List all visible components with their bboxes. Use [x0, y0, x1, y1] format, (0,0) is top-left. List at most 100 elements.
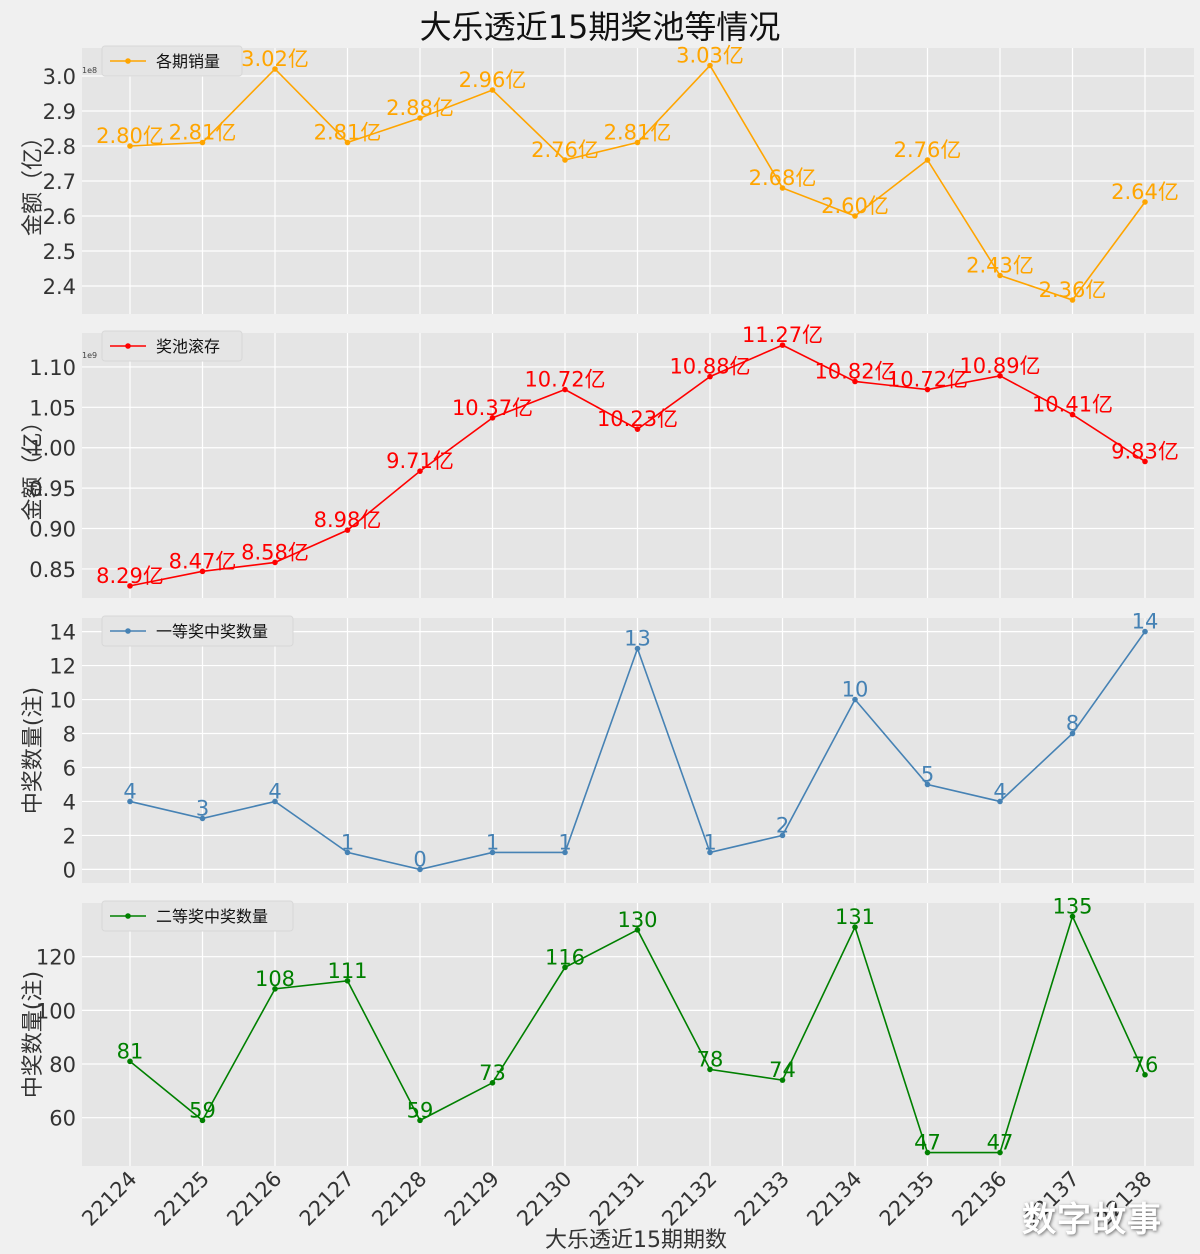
data-label: 2.81亿 [604, 121, 672, 145]
data-label: 111 [327, 959, 367, 983]
legend-label: 二等奖中奖数量 [156, 907, 268, 926]
data-point [489, 415, 496, 421]
legend-box [101, 900, 294, 932]
data-label: 2.88亿 [386, 96, 454, 120]
data-label: 2.60亿 [821, 194, 889, 218]
data-point [199, 1117, 206, 1124]
data-label: 10.88亿 [669, 355, 750, 379]
data-point [997, 373, 1003, 379]
data-label: 1 [703, 830, 716, 854]
data-label: 2.76亿 [894, 138, 962, 162]
data-point [852, 213, 858, 219]
data-label: 3 [196, 796, 209, 820]
data-point [272, 559, 278, 566]
data-point [199, 139, 206, 146]
data-label: 2.76亿 [531, 138, 599, 162]
data-point [417, 866, 423, 873]
data-point [1069, 913, 1076, 920]
y-tick-label: 4 [63, 790, 76, 814]
data-point [417, 1117, 423, 1124]
data-point [562, 157, 568, 163]
y-axis-label: 中奖数量(注) [21, 687, 46, 814]
data-label: 131 [835, 905, 875, 929]
data-label: 10.72亿 [524, 368, 605, 392]
data-point [489, 1080, 496, 1086]
data-point [707, 62, 713, 69]
data-label: 2 [776, 813, 789, 837]
data-label: 3.03亿 [676, 44, 744, 68]
y-tick-label: 0.95 [29, 477, 76, 501]
data-label: 14 [1132, 610, 1159, 634]
data-point [1142, 1071, 1148, 1078]
data-label: 8.29亿 [96, 564, 164, 588]
y-tick-label: 60 [49, 1107, 76, 1131]
data-point [634, 927, 641, 933]
data-point [272, 798, 278, 805]
data-point [924, 781, 931, 788]
y-tick-label: 1.00 [29, 437, 76, 461]
data-point [634, 139, 641, 146]
y-axis-label: 中奖数量(注) [21, 971, 46, 1098]
data-point [997, 1149, 1003, 1156]
data-point [997, 272, 1003, 279]
legend-label: 奖池滚存 [156, 337, 220, 356]
data-point [127, 798, 133, 805]
data-label: 59 [407, 1098, 434, 1122]
y-axis-label: 金额（亿） [21, 126, 46, 236]
data-label: 9.83亿 [1111, 439, 1179, 463]
data-point [199, 568, 206, 575]
data-label: 116 [545, 945, 585, 969]
data-label: 1 [486, 830, 499, 854]
y-tick-label: 120 [36, 946, 76, 970]
data-label: 47 [914, 1131, 941, 1155]
data-point [344, 139, 351, 146]
data-label: 108 [255, 967, 295, 991]
data-label: 2.64亿 [1111, 180, 1179, 204]
y-tick-label: 14 [49, 621, 76, 645]
page-title: 大乐透近15期奖池等情况 [419, 8, 781, 46]
x-axis-label: 大乐透近15期期数 [545, 1228, 727, 1253]
data-label: 73 [479, 1061, 506, 1085]
data-point [344, 527, 351, 533]
data-label: 10 [842, 678, 869, 702]
data-label: 81 [117, 1039, 144, 1063]
data-label: 2.96亿 [459, 68, 527, 92]
y-tick-label: 2.9 [43, 100, 76, 124]
data-point [1142, 458, 1148, 465]
data-label: 2.36亿 [1039, 278, 1107, 302]
data-label: 9.71亿 [386, 449, 454, 473]
data-label: 135 [1052, 894, 1092, 918]
legend-box [101, 330, 243, 362]
data-point [924, 157, 931, 163]
legend-box [101, 45, 243, 77]
data-label: 2.43亿 [966, 254, 1034, 278]
data-label: 10.41亿 [1032, 393, 1113, 417]
data-label: 2.81亿 [314, 121, 382, 145]
data-point [707, 849, 713, 856]
data-label: 1 [558, 830, 571, 854]
data-point [199, 815, 206, 822]
data-point [562, 964, 568, 971]
data-point [1142, 628, 1148, 635]
data-point [707, 373, 713, 380]
data-label: 5 [921, 762, 934, 786]
data-point [1069, 297, 1076, 303]
data-label: 8.47亿 [169, 549, 237, 573]
data-point [779, 342, 786, 348]
data-label: 8.58亿 [241, 540, 309, 564]
data-point [779, 185, 786, 191]
data-label: 3.02亿 [241, 47, 309, 71]
y-tick-label: 1.10 [29, 356, 76, 380]
legend-marker [125, 58, 131, 64]
data-label: 10.82亿 [814, 359, 895, 383]
data-point [562, 849, 568, 856]
y-tick-label: 6 [63, 756, 76, 780]
axis-scale-note: 1e8 [82, 66, 97, 75]
data-point [634, 645, 641, 652]
data-point [489, 849, 496, 856]
y-tick-label: 2.8 [43, 135, 76, 159]
data-label: 130 [617, 908, 657, 932]
data-point [1069, 730, 1076, 737]
data-point [707, 1066, 713, 1073]
